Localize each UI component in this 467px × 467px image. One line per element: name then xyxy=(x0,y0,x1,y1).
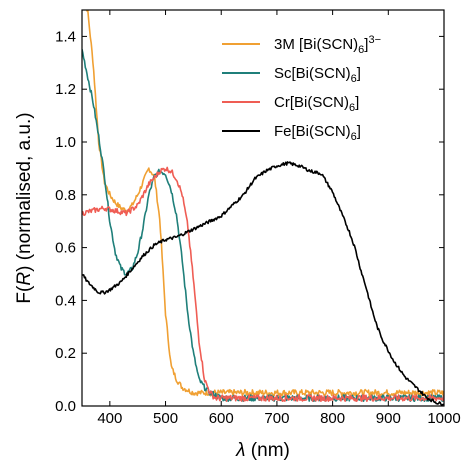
x-tick-label: 900 xyxy=(376,410,401,427)
series-line-4 xyxy=(82,161,444,406)
x-axis: 400 500 600 700 800 900 1000 xyxy=(97,10,461,427)
legend-label-3: Cr[Bi(SCN)6] xyxy=(274,94,359,114)
y-axis: 0.0 0.2 0.4 0.6 0.8 1.0 1.2 1.4 xyxy=(55,28,444,415)
x-tick-label: 1000 xyxy=(427,410,460,427)
legend: 3M [Bi(SCN)6]3− Sc[Bi(SCN)6] Cr[Bi(SCN)6] F… xyxy=(222,34,381,143)
plot-frame xyxy=(81,9,445,407)
x-tick-label: 700 xyxy=(264,410,289,427)
y-tick-label: 0.8 xyxy=(55,187,76,204)
y-tick-label: 1.4 xyxy=(55,28,76,45)
legend-label-2: Sc[Bi(SCN)6] xyxy=(274,65,361,85)
y-tick-label: 0.0 xyxy=(55,398,76,415)
y-tick-label: 0.6 xyxy=(55,240,76,257)
y-tick-label: 0.4 xyxy=(55,292,76,309)
y-tick-label: 0.2 xyxy=(55,345,76,362)
series-line-3 xyxy=(82,166,444,403)
series-line-1 xyxy=(86,10,444,397)
x-tick-label: 800 xyxy=(320,410,345,427)
y-tick-label: 1.2 xyxy=(55,81,76,98)
x-tick-label: 600 xyxy=(209,410,234,427)
series-layer xyxy=(82,10,444,406)
x-axis-title: λ (nm) xyxy=(235,440,290,461)
x-tick-label: 400 xyxy=(97,410,122,427)
x-tick-label: 500 xyxy=(153,410,178,427)
legend-label-1: 3M [Bi(SCN)6]3− xyxy=(274,34,381,56)
legend-label-4: Fe[Bi(SCN)6] xyxy=(274,123,361,143)
y-axis-title: F(R) (normalised, a.u.) xyxy=(14,112,35,303)
series-line-2 xyxy=(82,49,444,403)
y-tick-label: 1.0 xyxy=(55,134,76,151)
